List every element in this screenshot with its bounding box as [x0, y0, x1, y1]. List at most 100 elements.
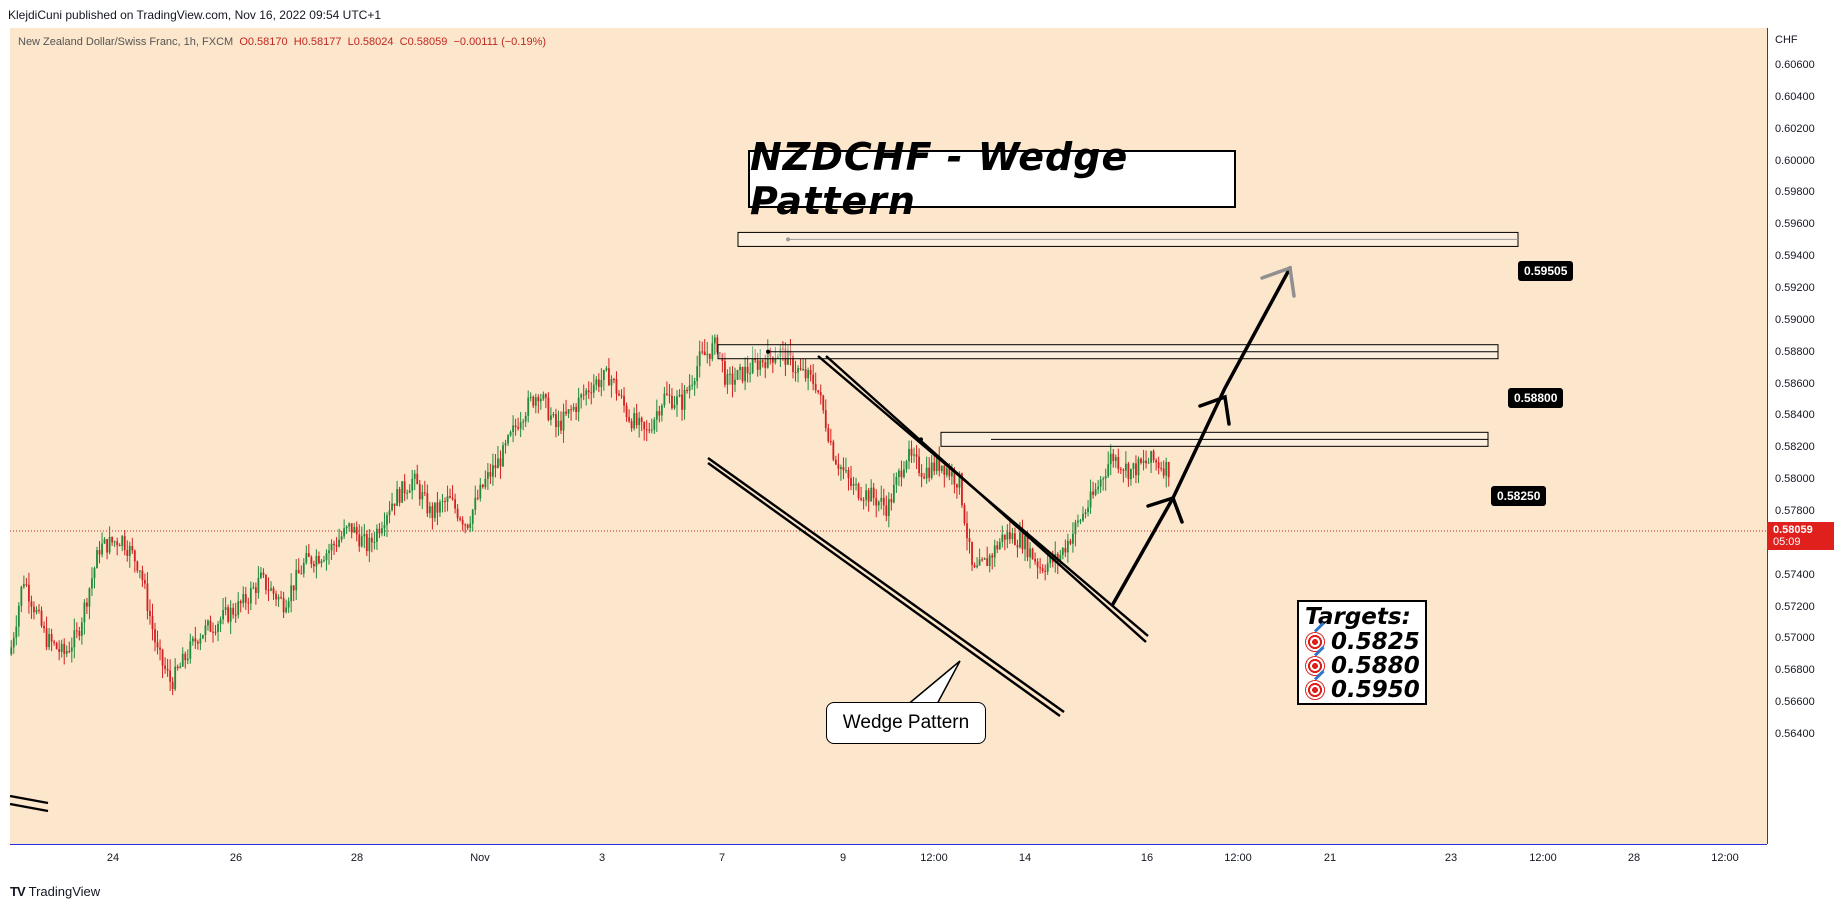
candle-body [1082, 513, 1084, 521]
candle-body [615, 379, 618, 394]
candle-body [900, 470, 903, 478]
candle-body [1160, 467, 1163, 469]
candle-body [1167, 462, 1170, 478]
candle-body [383, 524, 386, 529]
candle-body [807, 370, 810, 379]
candle-body [295, 569, 298, 591]
candle-body [466, 524, 469, 528]
candle-body [1132, 463, 1135, 469]
candle-body [224, 607, 227, 611]
candle-body [254, 587, 257, 593]
candle-body [1036, 561, 1039, 568]
candle-body [391, 503, 393, 511]
candle-body [111, 537, 114, 543]
y-tick-label: 0.59600 [1775, 218, 1815, 231]
candle-body [935, 457, 938, 472]
candle-body [63, 643, 66, 654]
candle-body [189, 641, 192, 659]
candle-body [943, 465, 946, 475]
candle-body [1130, 468, 1132, 480]
candle-body [1006, 532, 1009, 540]
candle-body [456, 508, 459, 519]
candle-body [658, 411, 661, 416]
candle-body [136, 561, 139, 571]
candle-body [45, 628, 48, 648]
candle-body [779, 348, 782, 357]
candle-body [191, 638, 194, 642]
x-tick-label: 3 [598, 852, 606, 864]
candle-body [121, 536, 124, 546]
brand-name: TradingView [28, 884, 101, 899]
candle-body [963, 505, 966, 524]
candle-body [1041, 568, 1044, 571]
candle-body [325, 553, 328, 561]
candle-body [555, 414, 557, 428]
candle-body [693, 381, 696, 385]
candle-body [724, 361, 726, 385]
candle-body [118, 545, 121, 547]
candle-body [958, 473, 961, 488]
candle-body [903, 469, 905, 478]
candle-body [782, 348, 784, 350]
candle-body [986, 558, 989, 567]
tradingview-logo[interactable]: TV TradingView [10, 884, 100, 899]
candle-body [386, 515, 388, 525]
candle-body [330, 543, 333, 551]
y-tick-label: 0.60000 [1775, 154, 1815, 167]
candle-body [181, 653, 184, 667]
candle-body [769, 349, 772, 357]
candle-body [877, 501, 880, 506]
candle-body [971, 541, 973, 565]
candle-body [514, 425, 517, 428]
current-price-countdown: 05:09 [1773, 536, 1801, 548]
candle-body [698, 351, 701, 367]
candle-body [570, 409, 572, 411]
candle-body [918, 456, 920, 474]
candle-body [529, 396, 532, 398]
candle-body [1061, 548, 1064, 555]
candle-body [925, 467, 928, 479]
candle-body [423, 492, 426, 494]
candle-body [15, 626, 18, 638]
candle-body [1165, 462, 1168, 476]
candle-body [834, 459, 837, 465]
candle-body [855, 483, 857, 485]
candle-body [30, 601, 33, 607]
candle-body [885, 505, 888, 516]
candle-body [323, 560, 325, 562]
candle-body [138, 570, 141, 572]
candle-body [648, 429, 651, 431]
candle-body [1109, 453, 1112, 465]
candle-body [560, 420, 562, 431]
candle-body [378, 528, 381, 534]
candle-body [910, 448, 913, 456]
candle-body [398, 489, 401, 503]
candle-body [542, 394, 545, 400]
candle-body [257, 577, 260, 593]
candle-body [131, 546, 134, 551]
candle-body [1039, 567, 1042, 569]
y-tick-label: 0.59200 [1775, 282, 1815, 294]
candle-body [396, 489, 398, 506]
candle-body [988, 555, 991, 567]
current-price-value: 0.58059 [1773, 524, 1813, 536]
published-line: KlejdiCuni published on TradingView.com,… [8, 8, 382, 22]
candle-body [408, 490, 411, 493]
legend-close: C0.58059 [399, 36, 448, 48]
x-tick-label: 28 [1627, 852, 1641, 864]
candle-body [852, 483, 855, 486]
candle-body [33, 606, 35, 613]
time-axis[interactable] [10, 844, 1767, 873]
candle-body [701, 351, 704, 353]
candle-body [532, 396, 535, 406]
y-tick-label: 0.60200 [1775, 122, 1815, 135]
candle-body [333, 543, 335, 546]
candle-body [484, 478, 487, 488]
candle-body [282, 598, 285, 613]
candle-body [590, 392, 593, 394]
candle-body [300, 573, 303, 575]
price-axis[interactable] [1767, 28, 1834, 844]
candle-body [1104, 476, 1107, 479]
candle-body [353, 527, 356, 533]
